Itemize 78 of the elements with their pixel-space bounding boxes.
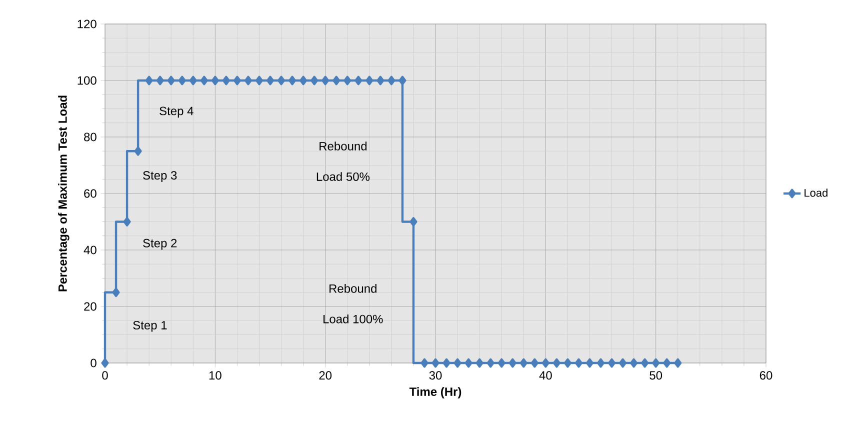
point [618, 358, 627, 368]
point [420, 358, 428, 368]
point [486, 358, 494, 368]
point [432, 358, 440, 368]
point [211, 76, 219, 86]
y-tick-label: 60 [84, 189, 96, 198]
legend-label: Load [804, 188, 828, 197]
point [310, 76, 318, 86]
point [322, 76, 330, 86]
point [255, 76, 264, 86]
point [388, 76, 396, 86]
point [586, 358, 594, 368]
point [266, 76, 274, 86]
point [376, 76, 384, 86]
x-tick-label: 10 [209, 371, 222, 380]
point [167, 76, 175, 86]
point [530, 358, 538, 368]
point [112, 288, 120, 298]
point [189, 76, 197, 86]
point [630, 358, 638, 368]
annotation: Rebound [320, 142, 367, 150]
point [652, 358, 660, 368]
point [574, 358, 583, 368]
point [508, 358, 516, 368]
point [178, 76, 186, 86]
annotation: Load 100% [324, 314, 383, 324]
point [596, 358, 605, 368]
x-tick-label: 30 [429, 371, 442, 380]
y-tick-label: 120 [78, 20, 96, 28]
point [552, 358, 560, 368]
x-tick-label: 20 [319, 371, 332, 380]
point [344, 76, 352, 86]
x-tick-label: 60 [760, 371, 772, 380]
point [366, 76, 374, 86]
point [520, 358, 528, 368]
point [300, 76, 308, 86]
point [354, 76, 362, 86]
point [277, 76, 286, 86]
y-tick-label: 100 [78, 76, 96, 85]
annotation: Load 50% [316, 172, 370, 181]
y-tick-label: 80 [84, 132, 96, 142]
annotation: Step 4 [160, 106, 194, 118]
point [542, 358, 550, 368]
point [244, 76, 252, 86]
annotation: Step 3 [143, 171, 177, 182]
x-tick-label: 40 [539, 371, 552, 380]
point [663, 358, 671, 368]
point [476, 358, 484, 368]
y-tick-label: 40 [84, 246, 96, 254]
point [498, 358, 506, 368]
annotation: Rebound [330, 284, 376, 293]
point [464, 358, 472, 368]
point [233, 76, 242, 86]
point [145, 76, 153, 86]
x-tick-label: 50 [650, 371, 662, 380]
point [200, 76, 208, 86]
point [442, 358, 450, 368]
point [641, 358, 649, 368]
point [222, 76, 230, 86]
point [398, 76, 406, 86]
point [134, 146, 142, 156]
point [123, 217, 131, 226]
annotation: Step 1 [133, 320, 167, 332]
y-tick-label: 20 [84, 302, 96, 311]
point [410, 217, 418, 226]
point [332, 76, 340, 86]
point [454, 358, 462, 368]
point [156, 76, 164, 86]
point [101, 358, 109, 368]
point [564, 358, 572, 368]
point [288, 76, 296, 86]
y-tick-label: 0 [90, 358, 96, 368]
x-axis-title: Time (Hr) [409, 387, 462, 398]
point [674, 358, 682, 368]
annotation: Step 2 [143, 238, 177, 250]
x-tick-label: 0 [102, 371, 108, 380]
y-axis-title: Percentage of Maximum Test Load [58, 96, 70, 292]
point [608, 358, 616, 368]
